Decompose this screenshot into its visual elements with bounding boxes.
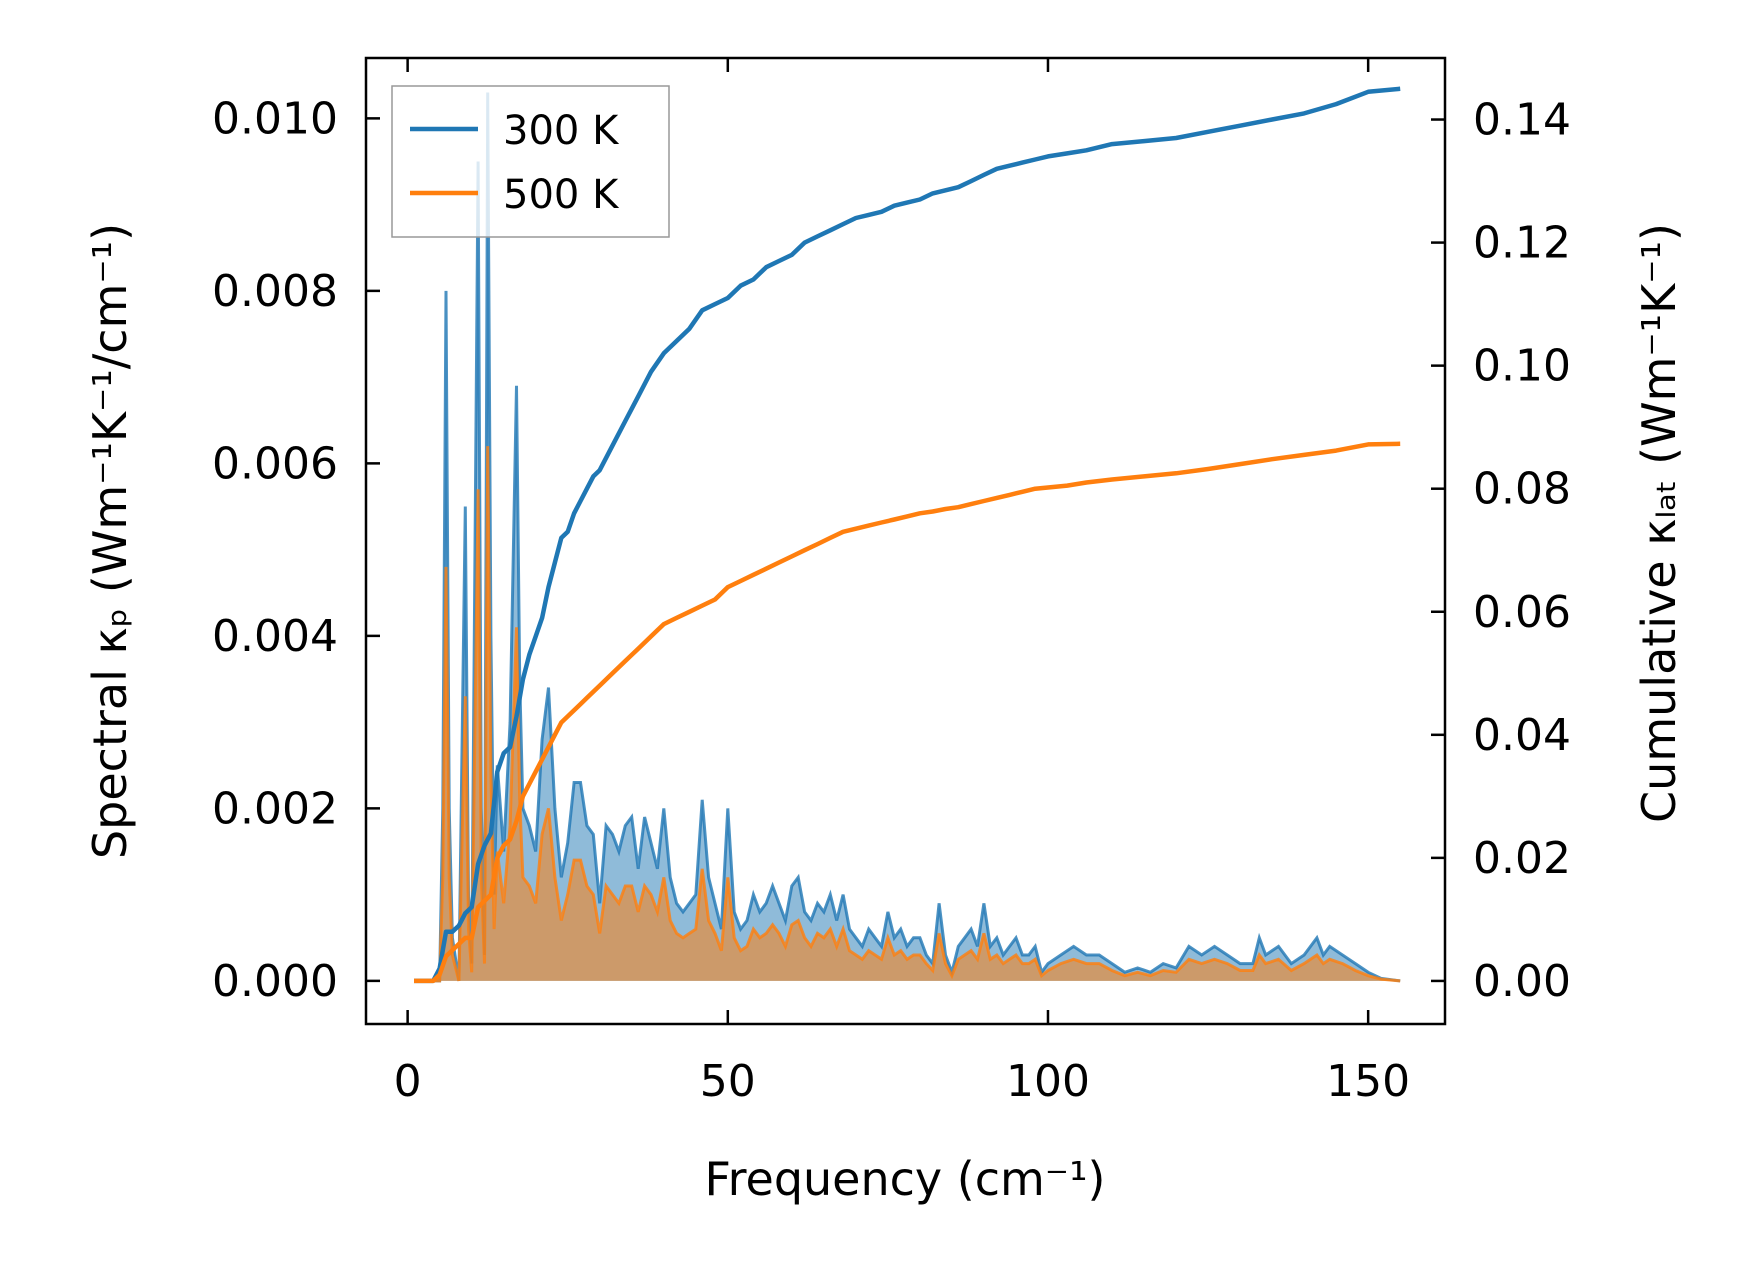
- y-right-tick-label: 0.14: [1473, 95, 1571, 146]
- y-left-tick-label: 0.010: [212, 93, 338, 144]
- y-right-tick-label: 0.08: [1473, 464, 1571, 515]
- spectral-line-300k: [414, 92, 1401, 983]
- y-right-tick-label: 0.04: [1473, 710, 1571, 761]
- y-right-tick-label: 0.12: [1473, 218, 1571, 269]
- y-right-tick-label: 0.10: [1473, 341, 1571, 392]
- spectral-area-500k: [414, 446, 1401, 981]
- y-left-tick-label: 0.000: [212, 956, 338, 1007]
- x-tick-label: 0: [394, 1056, 422, 1107]
- y-axis-right-label: Cumulative κₗₐₜ (Wm⁻¹K⁻¹): [1632, 223, 1686, 823]
- plot-frame: [364, 56, 1447, 1026]
- legend-label-300k: 300 K: [503, 108, 620, 154]
- y-left-tick-label: 0.002: [212, 783, 338, 834]
- y-axis-left-label: Spectral κₚ (Wm⁻¹K⁻¹/cm⁻¹): [83, 223, 137, 859]
- cumulative-line-500k: [414, 441, 1401, 984]
- y-right-tick-label: 0.00: [1473, 956, 1571, 1007]
- y-right-tick-label: 0.02: [1473, 833, 1571, 884]
- x-tick-label: 100: [1006, 1056, 1090, 1107]
- cumulative-line-300k: [414, 86, 1401, 984]
- legend-box: [391, 85, 670, 238]
- x-axis-label: Frequency (cm⁻¹): [705, 1152, 1106, 1206]
- y-left-tick-label: 0.004: [212, 611, 338, 662]
- spectral-line-500k: [414, 446, 1401, 983]
- y-right-tick-label: 0.06: [1473, 587, 1571, 638]
- legend-label-500k: 500 K: [503, 172, 620, 218]
- y-left-tick-label: 0.008: [212, 266, 338, 317]
- x-tick-label: 50: [700, 1056, 756, 1107]
- x-tick-label: 150: [1326, 1056, 1410, 1107]
- spectral-series-layer: [414, 92, 1401, 983]
- legend: 300 K 500 K: [391, 85, 670, 238]
- cumulative-series-layer: [414, 86, 1401, 984]
- ticks-layer: 0 50 100 150 0.000 0.002 0.004 0.006 0.008 0.010 0…: [212, 58, 1571, 1107]
- y-left-tick-label: 0.006: [212, 438, 338, 489]
